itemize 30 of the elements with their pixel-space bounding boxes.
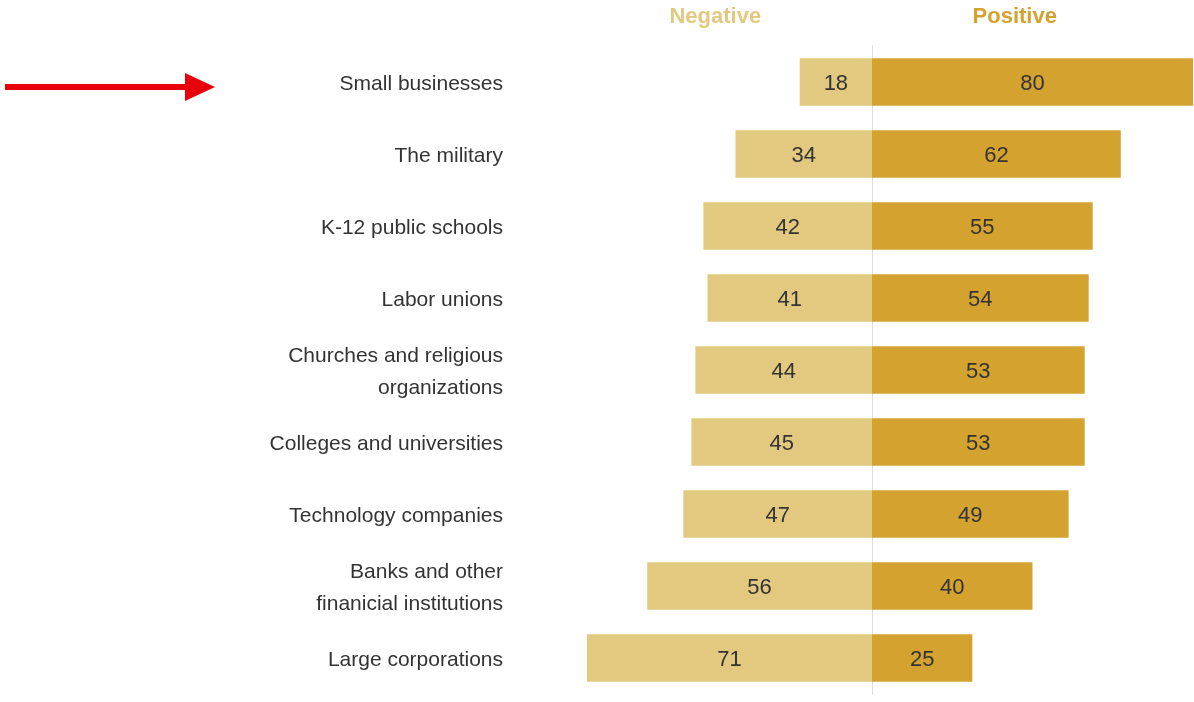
data-label: 80 (1020, 69, 1045, 95)
data-label: 18 (823, 69, 849, 95)
data-label: 45 (769, 429, 794, 455)
y-tick-label: Colleges and universities (269, 430, 503, 454)
data-label: 49 (958, 501, 983, 527)
data-label: 53 (966, 357, 991, 383)
data-label: 54 (968, 285, 993, 311)
text: Negative (669, 2, 762, 28)
data-label: 41 (777, 285, 802, 311)
data-label: 47 (765, 501, 790, 527)
data-label: 53 (966, 429, 991, 455)
data-label: 71 (717, 645, 742, 671)
y-tick-label: Churches and religious organizations (288, 342, 503, 398)
data-label: 34 (791, 141, 816, 167)
data-label: 55 (970, 213, 995, 239)
data-label: 56 (747, 573, 772, 599)
data-label: 42 (775, 213, 800, 239)
y-tick-label: Small businesses (339, 70, 503, 94)
series-label: Positive (972, 2, 1057, 28)
data-label: 62 (984, 141, 1009, 167)
y-tick-label: Technology companies (289, 502, 503, 526)
data-label: 25 (909, 645, 935, 671)
data-label: 40 (939, 573, 965, 599)
y-tick-label: The military (394, 142, 504, 166)
y-tick-label: Banks and other finanicial institutions (316, 558, 504, 614)
y-tick-label: K-12 public schools (320, 214, 503, 238)
data-label: 44 (771, 357, 796, 383)
y-tick-label: Labor unions (381, 286, 503, 310)
bar (799, 58, 872, 106)
y-tick-label: Large corporations (327, 646, 503, 670)
